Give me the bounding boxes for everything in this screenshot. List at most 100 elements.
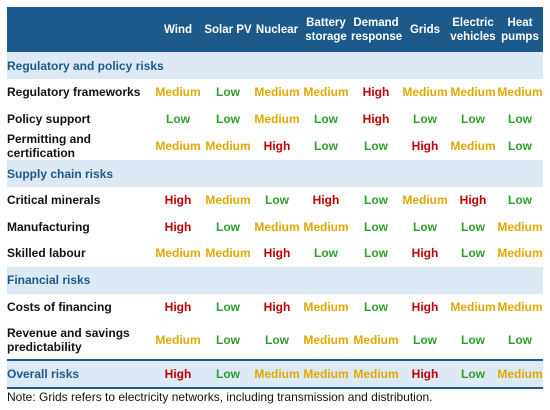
column-header-electric-vehicles: Electric vehicles	[450, 16, 496, 43]
risk-cell-regulatory-frameworks-solar-pv: Low	[216, 85, 240, 100]
risk-cell-skilled-labour-demand-response: Low	[364, 246, 388, 261]
risk-cell-permitting-and-certification-grids: High	[411, 139, 439, 153]
risk-cell-critical-minerals-battery-storage: High	[312, 193, 340, 208]
risk-cell-regulatory-frameworks-demand-response: High	[362, 85, 390, 100]
column-header-battery-storage: Battery storage	[305, 16, 347, 43]
overall-label: Overall risks	[7, 367, 80, 381]
table-row: Permitting and certification Medium Medium…	[7, 132, 543, 160]
section-title: Regulatory and policy risks	[7, 58, 164, 73]
risk-cell-costs-of-financing-demand-response: Low	[364, 299, 388, 314]
risk-cell-manufacturing-heat-pumps: Medium	[497, 219, 543, 234]
risk-cell-costs-of-financing-nuclear: High	[263, 299, 291, 314]
risk-cell-manufacturing-electric-vehicles: Low	[461, 219, 485, 234]
risk-cell-overall-risks-battery-storage: Medium	[303, 367, 349, 381]
risk-cell-policy-support-electric-vehicles: Low	[461, 111, 485, 126]
risk-cell-manufacturing-demand-response: Low	[364, 219, 388, 234]
risk-cell-policy-support-wind: Low	[166, 111, 190, 126]
row-label: Manufacturing	[7, 219, 90, 234]
risk-cell-revenue-and-savings-predictability-demand-response: Medium	[353, 332, 399, 347]
risk-cell-regulatory-frameworks-battery-storage: Medium	[303, 85, 349, 100]
risk-cell-critical-minerals-wind: High	[164, 193, 192, 208]
risk-cell-skilled-labour-battery-storage: Low	[314, 246, 338, 261]
risk-cell-manufacturing-wind: High	[164, 219, 192, 234]
risk-cell-manufacturing-grids: Low	[413, 219, 437, 234]
risk-cell-regulatory-frameworks-electric-vehicles: Medium	[450, 85, 496, 100]
column-header-grids: Grids	[409, 23, 441, 36]
risk-cell-regulatory-frameworks-grids: Medium	[402, 85, 448, 100]
risk-cell-permitting-and-certification-nuclear: High	[263, 139, 291, 153]
header-row: Wind Solar PV Nuclear Battery storage Demand…	[7, 7, 543, 52]
risk-cell-overall-risks-wind: High	[164, 367, 192, 381]
risk-cell-permitting-and-certification-wind: Medium	[155, 139, 201, 153]
row-label: Skilled labour	[7, 246, 86, 261]
row-label: Regulatory frameworks	[7, 85, 141, 100]
risk-cell-revenue-and-savings-predictability-grids: Low	[413, 332, 437, 347]
table-row: Regulatory frameworks Medium Low Medium Medi…	[7, 79, 543, 106]
risk-cell-costs-of-financing-heat-pumps: Medium	[497, 299, 543, 314]
row-label: Policy support	[7, 111, 91, 126]
risk-cell-overall-risks-nuclear: Medium	[254, 367, 300, 381]
table-header: Wind Solar PV Nuclear Battery storage Demand…	[7, 7, 543, 52]
risk-cell-skilled-labour-wind: Medium	[155, 246, 201, 261]
table-row: Revenue and savings predictability Medium…	[7, 320, 543, 360]
risk-cell-critical-minerals-nuclear: Low	[265, 193, 289, 208]
row-label: Revenue and savings predictability	[7, 325, 130, 354]
risk-cell-permitting-and-certification-heat-pumps: Low	[508, 139, 532, 153]
column-header-demand-response: Demand response	[351, 16, 403, 43]
risk-cell-costs-of-financing-solar-pv: Low	[216, 299, 240, 314]
table-row: Critical minerals High Medium Low High Low Med…	[7, 187, 543, 214]
section-row: Supply chain risks	[7, 160, 543, 187]
table-row: Policy support Low Low Medium Low High Low Low L…	[7, 105, 543, 132]
risk-cell-policy-support-heat-pumps: Low	[508, 111, 532, 126]
risk-cell-overall-risks-electric-vehicles: Low	[461, 367, 485, 381]
overall-row: Overall risks High Low Medium Medium Medium Hi…	[7, 360, 543, 388]
table-row: Manufacturing High Low Medium Medium Low Low Lo…	[7, 213, 543, 240]
risk-cell-skilled-labour-nuclear: High	[263, 246, 291, 261]
section-row: Financial risks	[7, 266, 543, 294]
section-title: Supply chain risks	[7, 166, 114, 181]
risk-cell-skilled-labour-grids: High	[411, 246, 439, 261]
risk-cell-revenue-and-savings-predictability-battery-storage: Medium	[303, 332, 349, 347]
risk-cell-permitting-and-certification-electric-vehicles: Medium	[450, 139, 496, 153]
section-row: Regulatory and policy risks	[7, 52, 543, 79]
risk-cell-revenue-and-savings-predictability-heat-pumps: Low	[508, 332, 532, 347]
table-row: Costs of financing High Low High Medium Low Hi…	[7, 293, 543, 320]
risk-cell-manufacturing-nuclear: Medium	[254, 219, 300, 234]
risk-cell-overall-risks-grids: High	[411, 367, 439, 381]
risk-cell-skilled-labour-electric-vehicles: Low	[461, 246, 485, 261]
risk-cell-critical-minerals-heat-pumps: Low	[508, 193, 532, 208]
risk-cell-policy-support-grids: Low	[413, 111, 437, 126]
section-title: Financial risks	[7, 273, 91, 287]
table-note: Note: Grids refers to electricity networ…	[7, 390, 433, 404]
column-header-solar-pv: Solar PV	[204, 23, 252, 36]
risk-cell-revenue-and-savings-predictability-wind: Medium	[155, 332, 201, 347]
risk-cell-revenue-and-savings-predictability-solar-pv: Low	[216, 332, 240, 347]
header-corner	[7, 7, 153, 52]
risk-cell-policy-support-nuclear: Medium	[254, 111, 300, 126]
risk-cell-permitting-and-certification-battery-storage: Low	[314, 139, 338, 153]
risk-cell-critical-minerals-electric-vehicles: High	[459, 193, 487, 208]
risk-cell-costs-of-financing-grids: High	[411, 299, 439, 314]
risk-cell-manufacturing-solar-pv: Low	[216, 219, 240, 234]
risk-cell-policy-support-battery-storage: Low	[314, 111, 338, 126]
risk-table: Wind Solar PV Nuclear Battery storage Demand…	[7, 7, 543, 389]
column-header-heat-pumps: Heat pumps	[501, 16, 539, 43]
risk-cell-permitting-and-certification-solar-pv: Medium	[205, 139, 251, 153]
risk-cell-revenue-and-savings-predictability-electric-vehicles: Low	[461, 332, 485, 347]
risk-cell-policy-support-demand-response: High	[362, 111, 390, 126]
risk-cell-regulatory-frameworks-heat-pumps: Medium	[497, 85, 543, 100]
table-row: Skilled labour Medium Medium High Low Low High…	[7, 240, 543, 267]
risk-cell-critical-minerals-demand-response: Low	[364, 193, 388, 208]
risk-cell-revenue-and-savings-predictability-nuclear: Low	[265, 332, 289, 347]
risk-cell-skilled-labour-heat-pumps: Medium	[497, 246, 543, 261]
risk-cell-costs-of-financing-battery-storage: Medium	[303, 299, 349, 314]
risk-cell-permitting-and-certification-demand-response: Low	[364, 139, 388, 153]
risk-cell-overall-risks-demand-response: Medium	[353, 367, 399, 381]
column-header-nuclear: Nuclear	[255, 23, 299, 36]
risk-cell-costs-of-financing-electric-vehicles: Medium	[450, 299, 496, 314]
risk-cell-overall-risks-solar-pv: Low	[216, 367, 240, 381]
risk-cell-regulatory-frameworks-wind: Medium	[155, 85, 201, 100]
risk-cell-policy-support-solar-pv: Low	[216, 111, 240, 126]
row-label: Costs of financing	[7, 299, 112, 314]
risk-cell-skilled-labour-solar-pv: Medium	[205, 246, 251, 261]
